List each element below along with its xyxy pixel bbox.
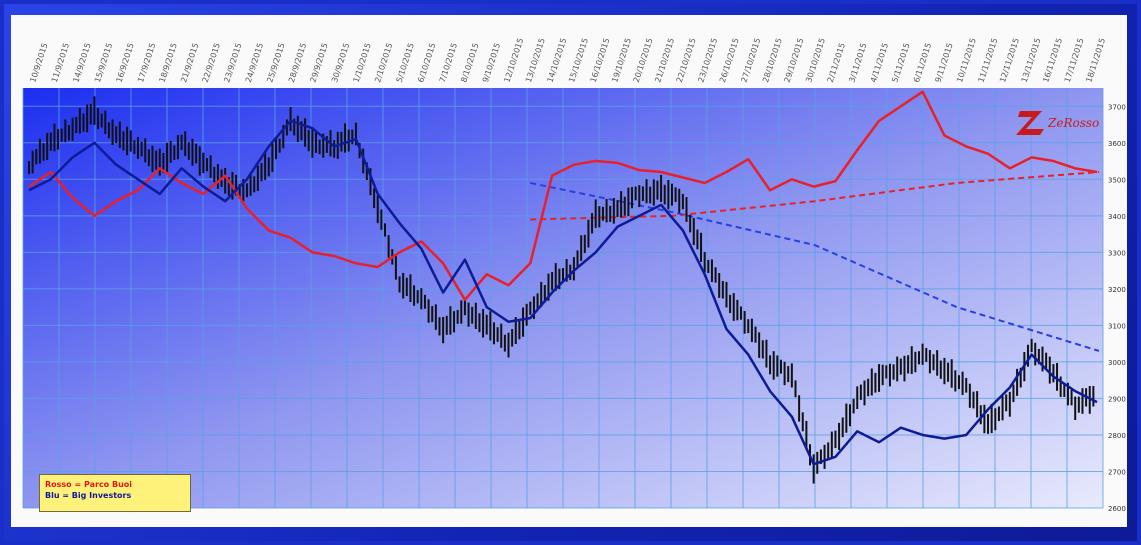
x-tick-label: 8/10/2015	[459, 42, 480, 84]
x-tick-label: 17/9/2015	[136, 42, 157, 84]
x-tick-label: 14/10/2015	[546, 37, 569, 84]
legend-red-label: Rosso = Parco Buoi	[45, 480, 132, 489]
x-tick-label: 23/9/2015	[222, 42, 243, 84]
x-tick-label: 29/9/2015	[309, 42, 330, 84]
x-tick-label: 19/10/2015	[610, 37, 633, 84]
x-tick-label: 17/11/2015	[1063, 37, 1086, 84]
x-tick-label: 30/10/2015	[804, 37, 827, 84]
x-tick-label: 14/9/2015	[71, 42, 92, 84]
y-tick-label: 2600	[1108, 505, 1126, 513]
logo-text: ZeRosso	[1047, 116, 1099, 130]
x-tick-label: 6/10/2015	[416, 42, 437, 84]
x-tick-label: 26/10/2015	[718, 37, 741, 84]
x-tick-label: 9/11/2015	[933, 42, 954, 84]
x-tick-label: 24/9/2015	[244, 42, 265, 84]
y-tick-label: 3100	[1108, 322, 1126, 330]
x-tick-labels: 10/9/2015 11/9/2015 14/9/2015 15/9/2015 16/9…	[28, 37, 1107, 84]
x-tick-label: 29/10/2015	[783, 37, 806, 84]
x-tick-label: 30/9/2015	[330, 42, 351, 84]
x-tick-label: 10/11/2015	[955, 37, 978, 84]
x-tick-label: 23/10/2015	[696, 37, 719, 84]
y-tick-label: 3600	[1108, 140, 1126, 148]
trend-lines	[530, 171, 1100, 352]
x-tick-label: 16/9/2015	[115, 42, 136, 84]
x-tick-label: 7/10/2015	[438, 42, 459, 84]
y-tick-label: 3500	[1108, 176, 1126, 184]
x-tick-label: 22/9/2015	[201, 42, 222, 84]
x-tick-label: 20/10/2015	[632, 37, 655, 84]
x-tick-label: 16/10/2015	[589, 37, 612, 84]
y-tick-label: 3400	[1108, 213, 1126, 221]
series-line-red	[28, 90, 1098, 302]
x-tick-label: 4/11/2015	[869, 42, 890, 84]
x-tick-label: 11/9/2015	[50, 42, 71, 84]
x-tick-label: 18/9/2015	[158, 42, 179, 84]
x-tick-label: 10/9/2015	[28, 42, 49, 84]
x-tick-label: 28/10/2015	[761, 37, 784, 84]
x-tick-label: 12/11/2015	[998, 37, 1021, 84]
x-tick-label: 15/9/2015	[93, 42, 114, 84]
series-lines	[28, 90, 1098, 466]
x-tick-label: 27/10/2015	[740, 37, 763, 84]
x-tick-label: 2/11/2015	[826, 42, 847, 84]
x-tick-label: 2/10/2015	[373, 42, 394, 84]
x-tick-label: 13/10/2015	[524, 37, 547, 84]
legend: Rosso = Parco Buoi Blu = Big Investors	[39, 474, 191, 512]
y-tick-label: 3300	[1108, 249, 1126, 257]
x-tick-label: 13/11/2015	[1020, 37, 1043, 84]
x-tick-label: 5/10/2015	[395, 42, 416, 84]
y-tick-label: 2800	[1108, 432, 1126, 440]
x-tick-label: 11/11/2015	[977, 37, 1000, 84]
legend-blue-label: Blu = Big Investors	[45, 491, 132, 500]
x-tick-label: 15/10/2015	[567, 37, 590, 84]
logo: ZeRosso	[1014, 107, 1114, 139]
x-tick-label: 3/11/2015	[847, 42, 868, 84]
x-tick-label: 9/10/2015	[481, 42, 502, 84]
x-tick-label: 28/9/2015	[287, 42, 308, 84]
x-tick-label: 21/9/2015	[179, 42, 200, 84]
chart-panel: 10/9/2015 11/9/2015 14/9/2015 15/9/2015 16/9…	[11, 15, 1127, 527]
x-tick-label: 25/9/2015	[265, 42, 286, 84]
chart-svg: 10/9/2015 11/9/2015 14/9/2015 15/9/2015 16/9…	[22, 37, 1126, 513]
x-tick-label: 21/10/2015	[653, 37, 676, 84]
x-tick-label: 22/10/2015	[675, 37, 698, 84]
y-tick-labels: 3700 3600 3500 3400 3300 3200 3100 3000 2900 2800…	[1108, 103, 1126, 513]
y-tick-label: 3200	[1108, 286, 1126, 294]
price-bars	[28, 96, 1095, 484]
y-tick-label: 3700	[1108, 103, 1126, 111]
logo-mark-icon	[1016, 111, 1044, 135]
x-tick-label: 6/11/2015	[912, 42, 933, 84]
x-tick-label: 5/11/2015	[890, 42, 911, 84]
series-line-blue	[28, 119, 1098, 466]
y-tick-label: 2900	[1108, 395, 1126, 403]
x-tick-label: 1/10/2015	[352, 42, 373, 84]
y-tick-label: 2700	[1108, 468, 1126, 476]
x-tick-label: 18/11/2015	[1084, 37, 1107, 84]
red-trend	[530, 171, 1100, 221]
blue-trend	[530, 181, 1100, 352]
y-tick-label: 3000	[1108, 359, 1126, 367]
x-tick-label: 12/10/2015	[502, 37, 525, 84]
x-tick-label: 16/11/2015	[1041, 37, 1064, 84]
